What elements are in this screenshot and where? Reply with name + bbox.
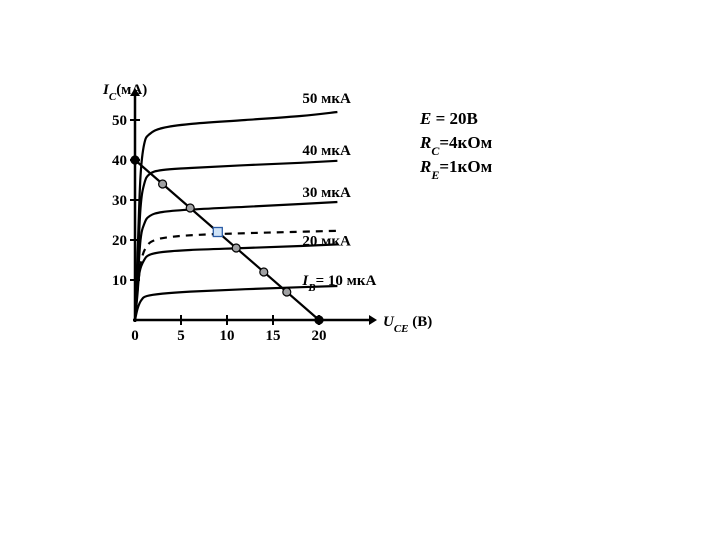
y-axis-label: IC(мА) <box>102 82 147 103</box>
load-line-end <box>131 156 139 164</box>
load-line-marker <box>186 204 194 212</box>
y-tick-label: 30 <box>112 193 127 209</box>
param-Re: RE=1кОм <box>419 157 493 182</box>
curve-label-10: IB= 10 мкА <box>301 273 376 294</box>
load-line-marker <box>260 268 268 276</box>
curve-label-20: 20 мкА <box>302 233 351 249</box>
curve-label-40: 40 мкА <box>302 143 351 159</box>
y-tick-label: 10 <box>112 273 127 289</box>
q-point-marker <box>213 228 222 237</box>
curve-label-30: 30 мкА <box>302 185 351 201</box>
x-tick-label: 20 <box>312 328 327 344</box>
param-E: E = 20В <box>419 109 478 128</box>
chart-svg: 0 5 10 15 20 10 20 30 40 50 UCE (В) IC(мА) 50 мкА 40 … <box>95 60 615 360</box>
x-tick-label: 10 <box>220 328 235 344</box>
param-Rc: RC=4кОм <box>419 133 493 158</box>
load-line-marker <box>159 180 167 188</box>
load-line-end <box>315 316 323 324</box>
y-tick-label: 40 <box>112 153 127 169</box>
x-tick-label: 15 <box>266 328 281 344</box>
load-line-marker <box>283 288 291 296</box>
load-line-marker <box>232 244 240 252</box>
curve-10 <box>135 286 337 320</box>
curve-label-50: 50 мкА <box>302 91 351 107</box>
x-tick-label: 0 <box>131 328 139 344</box>
y-tick-label: 50 <box>112 113 127 129</box>
curve-30 <box>135 202 337 320</box>
x-tick-label: 5 <box>177 328 185 344</box>
x-axis-label: UCE (В) <box>383 314 432 335</box>
transistor-output-characteristics: 0 5 10 15 20 10 20 30 40 50 UCE (В) IC(мА) 50 мкА 40 … <box>95 60 615 360</box>
y-tick-label: 20 <box>112 233 127 249</box>
